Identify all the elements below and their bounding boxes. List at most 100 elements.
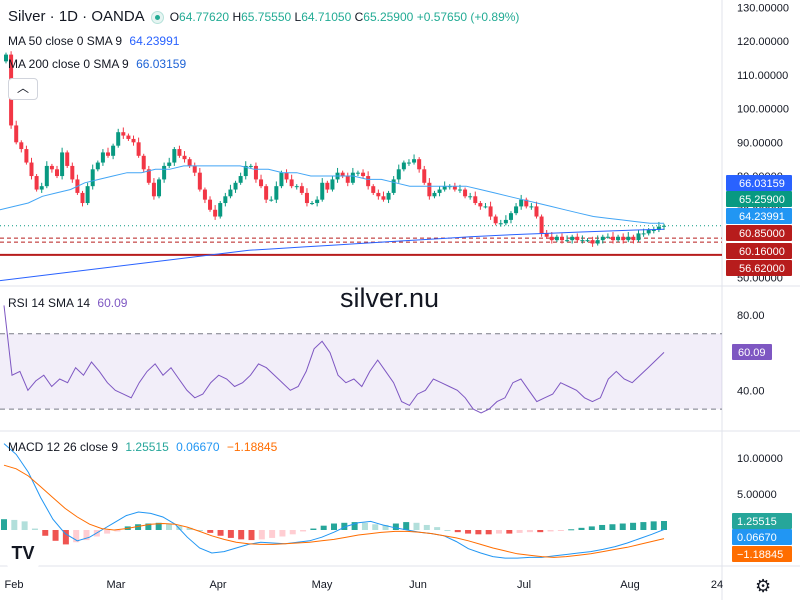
candle-body	[95, 162, 100, 170]
candle-body	[554, 236, 559, 241]
ma50-label: MA 50 close 0 SMA 9	[8, 34, 123, 48]
macd-histogram-bar	[1, 519, 7, 530]
macd-histogram-bar	[351, 522, 358, 530]
macd-line-value: 0.06670	[176, 440, 220, 454]
candle-body	[340, 172, 345, 177]
candle-body	[264, 186, 269, 200]
rsi-legend[interactable]: RSI 14 SMA 14 60.09	[8, 296, 127, 310]
candle-body	[274, 186, 279, 200]
macd-signal-value: −1.18845	[226, 440, 278, 454]
price-axis-badge-label: 60.16000	[739, 246, 785, 258]
symbol-header: Silver · 1D · OANDA O64.77620 H65.75550 L…	[8, 8, 519, 25]
candle-body	[437, 189, 442, 193]
candle-body	[605, 236, 610, 238]
close-value: 65.25900	[363, 10, 414, 24]
price-axis-badge-label: 60.85000	[739, 228, 785, 240]
ma50-line	[0, 165, 665, 224]
price-axis-badge	[726, 225, 792, 241]
price-tick-label: 100.00000	[737, 104, 789, 116]
macd-histogram-bar	[248, 530, 255, 541]
candle-body	[284, 172, 289, 180]
candle-body	[396, 169, 401, 180]
macd-histogram-bar	[661, 521, 667, 530]
candle-body	[151, 182, 156, 197]
rsi-band	[0, 333, 722, 410]
candle-body	[157, 179, 162, 197]
macd-histogram-bar	[155, 522, 162, 530]
candle-body	[172, 149, 177, 163]
rsi-value: 60.09	[97, 296, 128, 310]
candle-body	[457, 189, 462, 191]
collapse-legend-button[interactable]: ︿	[8, 78, 38, 100]
candle-body	[243, 165, 248, 177]
macd-histogram-bar	[331, 523, 337, 530]
ma200-value: 66.03159	[136, 57, 187, 71]
candle-body	[325, 182, 330, 190]
candle-body	[202, 189, 207, 200]
candle-body	[304, 192, 309, 204]
low-label: L	[294, 10, 302, 24]
macd-histogram-bar	[186, 527, 193, 530]
macd-line	[3, 443, 665, 559]
macd-histogram-bar	[341, 522, 348, 530]
candle-body	[498, 223, 503, 225]
candle-body	[80, 192, 85, 204]
ma50-legend[interactable]: MA 50 close 0 SMA 9 64.23991	[8, 34, 179, 48]
candle-body	[238, 176, 243, 183]
candle-body	[294, 186, 299, 188]
candle-body	[631, 236, 636, 241]
tradingview-logo[interactable]: TV	[6, 538, 40, 568]
macd-histogram-bar	[289, 530, 296, 535]
candle-body	[376, 192, 381, 197]
gear-icon[interactable]: ⚙	[755, 576, 772, 596]
ma50-value: 64.23991	[129, 34, 180, 48]
candle-body	[371, 186, 376, 193]
candle-body	[483, 206, 488, 208]
macd-axis-badge	[732, 529, 792, 545]
candle-body	[85, 186, 90, 204]
candle-body	[259, 179, 264, 187]
candle-body	[570, 236, 575, 241]
candle-body	[595, 240, 600, 244]
macd-histogram-bar	[372, 524, 379, 530]
close-label: C	[354, 10, 364, 24]
price-tick-label: 110.00000	[737, 70, 788, 82]
candle-body	[636, 233, 641, 241]
market-status-icon[interactable]	[150, 11, 164, 25]
candle-body	[442, 186, 447, 190]
candle-body	[70, 165, 75, 180]
ma200-legend[interactable]: MA 200 close 0 SMA 9 66.03159	[8, 57, 186, 71]
candle-body	[136, 142, 141, 156]
high-label: H	[232, 10, 242, 24]
candle-body	[544, 233, 549, 237]
low-value: 64.71050	[301, 10, 352, 24]
symbol-title[interactable]: Silver · 1D · OANDA	[8, 8, 145, 25]
candle-body	[320, 182, 325, 200]
macd-histogram-bar	[176, 525, 183, 530]
macd-histogram-bar	[62, 530, 69, 545]
price-tick-label: 130.00000	[737, 2, 789, 14]
macd-histogram-bar	[104, 530, 111, 534]
macd-axis-badge	[732, 546, 792, 562]
candle-body	[616, 236, 621, 241]
candle-body	[330, 179, 335, 190]
ma200-line	[0, 228, 665, 282]
candle-body	[427, 182, 432, 197]
candle-body	[585, 240, 590, 242]
time-tick-label: Mar	[107, 579, 126, 591]
candle-body	[146, 169, 151, 183]
macd-histogram-bar	[166, 523, 172, 530]
candle-body	[44, 165, 49, 187]
candle-body	[529, 206, 534, 208]
macd-histogram-bar	[227, 530, 234, 538]
candle-body	[519, 199, 524, 207]
macd-legend[interactable]: MACD 12 26 close 9 1.25515 0.06670 −1.18…	[8, 440, 277, 454]
candle-body	[361, 172, 366, 177]
candle-body	[126, 135, 131, 139]
candle-body	[626, 236, 631, 241]
macd-histogram-bar	[640, 522, 647, 530]
price-axis-badge	[726, 260, 792, 276]
candle-body	[524, 199, 529, 207]
macd-label: MACD 12 26 close 9	[8, 440, 119, 454]
